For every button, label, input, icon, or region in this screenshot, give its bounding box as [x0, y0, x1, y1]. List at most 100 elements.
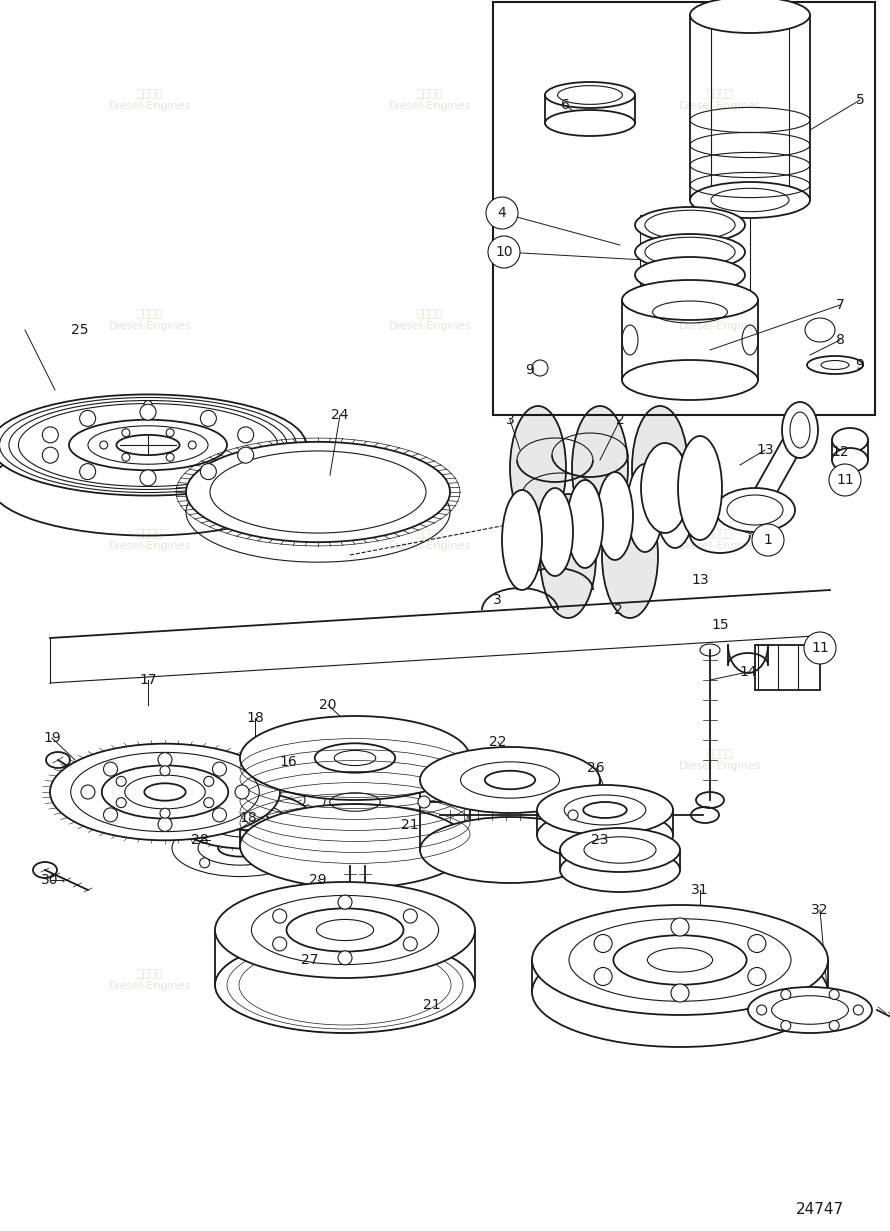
Text: 2: 2 [613, 603, 622, 617]
Ellipse shape [632, 406, 688, 531]
Text: 9: 9 [526, 363, 534, 377]
Text: 13: 13 [756, 443, 773, 457]
Text: 紫发动力
Diesel-Engines: 紫发动力 Diesel-Engines [679, 969, 761, 991]
Circle shape [272, 908, 287, 923]
Ellipse shape [186, 442, 450, 542]
Ellipse shape [567, 480, 603, 567]
Ellipse shape [420, 817, 600, 883]
Text: 紫发动力
Diesel-Engines: 紫发动力 Diesel-Engines [389, 89, 471, 111]
Circle shape [781, 990, 791, 1000]
Circle shape [103, 808, 117, 822]
Bar [755, 645, 820, 691]
Circle shape [79, 464, 95, 480]
Circle shape [103, 762, 117, 776]
Ellipse shape [690, 182, 810, 218]
Circle shape [199, 828, 210, 838]
Text: 紫发动力
Diesel-Engines: 紫发动力 Diesel-Engines [389, 969, 471, 991]
Circle shape [403, 937, 417, 950]
Ellipse shape [560, 828, 680, 872]
Circle shape [144, 400, 152, 409]
Circle shape [418, 796, 430, 808]
Ellipse shape [622, 359, 758, 400]
Circle shape [166, 428, 174, 437]
Ellipse shape [748, 987, 872, 1033]
Ellipse shape [635, 257, 745, 293]
Text: 13: 13 [692, 572, 708, 587]
Circle shape [568, 810, 578, 820]
Ellipse shape [678, 436, 722, 540]
Ellipse shape [560, 848, 680, 892]
Circle shape [43, 447, 59, 463]
Text: 紫发动力
Diesel-Engines: 紫发动力 Diesel-Engines [389, 309, 471, 331]
Text: 11: 11 [836, 473, 854, 487]
Circle shape [204, 798, 214, 808]
Circle shape [272, 937, 287, 950]
Circle shape [532, 359, 548, 375]
Text: 紫发动力
Diesel-Engines: 紫发动力 Diesel-Engines [679, 309, 761, 331]
Circle shape [804, 632, 836, 664]
Circle shape [829, 990, 839, 1000]
Ellipse shape [832, 428, 868, 452]
Text: 5: 5 [855, 94, 864, 107]
Text: 紫发动力
Diesel-Engines: 紫发动力 Diesel-Engines [109, 529, 191, 550]
Circle shape [756, 1004, 766, 1016]
Circle shape [43, 427, 59, 443]
Ellipse shape [537, 810, 673, 860]
Ellipse shape [597, 471, 633, 560]
Ellipse shape [545, 110, 635, 135]
Circle shape [160, 766, 170, 776]
Circle shape [338, 895, 352, 910]
Circle shape [486, 197, 518, 229]
Text: 紫发动力
Diesel-Engines: 紫发动力 Diesel-Engines [109, 969, 191, 991]
Bar [640, 215, 750, 291]
Circle shape [81, 785, 95, 799]
Circle shape [595, 968, 612, 986]
Text: 8: 8 [836, 334, 845, 347]
Ellipse shape [240, 716, 470, 800]
Text: 32: 32 [812, 904, 829, 917]
Text: 21: 21 [401, 819, 419, 832]
Text: 紫发动力
Diesel-Engines: 紫发动力 Diesel-Engines [389, 750, 471, 771]
Text: 18: 18 [239, 811, 257, 825]
Ellipse shape [545, 82, 635, 108]
Ellipse shape [172, 820, 308, 876]
Circle shape [235, 785, 249, 799]
Circle shape [338, 950, 352, 965]
Text: 24747: 24747 [796, 1203, 844, 1217]
Text: 4: 4 [498, 206, 506, 220]
Circle shape [140, 470, 156, 486]
Circle shape [122, 453, 130, 462]
Circle shape [122, 428, 130, 437]
Circle shape [213, 808, 226, 822]
Ellipse shape [502, 490, 542, 590]
Ellipse shape [690, 0, 810, 33]
Ellipse shape [240, 804, 470, 888]
Circle shape [204, 777, 214, 787]
Text: 20: 20 [320, 698, 336, 712]
Ellipse shape [635, 207, 745, 243]
Text: 紫发动力
Diesel-Engines: 紫发动力 Diesel-Engines [679, 750, 761, 771]
Ellipse shape [602, 494, 658, 618]
Text: 30: 30 [41, 873, 59, 888]
Circle shape [829, 464, 861, 496]
Text: 紫发动力
Diesel-Engines: 紫发动力 Diesel-Engines [679, 89, 761, 111]
Text: 19: 19 [43, 731, 61, 745]
Text: 1: 1 [764, 533, 773, 547]
Circle shape [158, 752, 172, 767]
Ellipse shape [635, 234, 745, 270]
Circle shape [213, 762, 226, 776]
Ellipse shape [832, 448, 868, 471]
Circle shape [140, 404, 156, 420]
Circle shape [189, 441, 196, 449]
Text: 10: 10 [495, 245, 513, 259]
Circle shape [200, 410, 216, 426]
Text: 16: 16 [279, 755, 297, 769]
Ellipse shape [215, 937, 475, 1033]
Text: 22: 22 [490, 735, 506, 748]
Ellipse shape [215, 881, 475, 977]
Text: 17: 17 [139, 673, 157, 687]
Ellipse shape [50, 744, 280, 841]
Ellipse shape [715, 487, 795, 532]
Ellipse shape [807, 356, 863, 374]
Ellipse shape [532, 905, 828, 1016]
